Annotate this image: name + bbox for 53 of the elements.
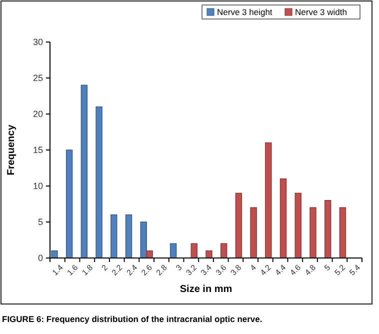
y-tick-label: 25 — [32, 73, 43, 84]
y-tick-label: 15 — [32, 145, 43, 156]
x-tick-label: 2.8 — [154, 262, 170, 278]
bar — [140, 222, 147, 258]
y-axis-title: Frequency — [6, 124, 17, 176]
x-tick-label: 3.8 — [228, 262, 244, 278]
x-tick-label: 3 — [174, 262, 184, 273]
bar — [110, 214, 118, 258]
x-tick-label: 4.4 — [273, 262, 288, 278]
legend-label: Nerve 3 width — [295, 6, 348, 17]
bar — [80, 84, 88, 258]
legend-label: Nerve 3 height — [217, 6, 273, 17]
y-tick-label: 5 — [38, 217, 43, 228]
x-tick-label: 5.2 — [332, 262, 348, 278]
bar — [51, 250, 58, 258]
x-tick-label: 3.6 — [214, 262, 229, 278]
bar — [280, 178, 287, 258]
y-tick-label: 0 — [38, 253, 43, 264]
bar — [294, 192, 302, 258]
bar — [96, 106, 102, 258]
bar — [265, 142, 272, 258]
caption: FIGURE 6: Frequency distribution of the intracranial optic nerve. — [2, 314, 262, 324]
x-tick-label: 3.2 — [184, 262, 199, 278]
bar — [250, 207, 257, 258]
bar — [235, 192, 242, 258]
y-tick-label: 30 — [32, 37, 43, 48]
bar — [206, 250, 212, 258]
x-tick-label: 3.4 — [199, 262, 214, 278]
bar — [170, 243, 177, 258]
x-tick-label: 1.4 — [50, 262, 66, 278]
bar — [125, 214, 132, 258]
x-tick-label: 2.2 — [110, 262, 125, 278]
x-tick-label: 2 — [100, 262, 110, 273]
bar — [310, 207, 316, 258]
bar — [66, 150, 73, 258]
x-tick-label: 4 — [248, 262, 258, 273]
bar — [220, 243, 228, 258]
x-tick-label: 1.6 — [65, 262, 80, 278]
x-tick-label: 4.8 — [303, 262, 318, 278]
x-tick-label: 5.4 — [348, 262, 362, 278]
x-tick-label: 2.4 — [124, 262, 140, 278]
x-tick-label: 4.2 — [258, 262, 274, 278]
x-tick-label: 5 — [322, 262, 333, 273]
x-tick-label: 4.6 — [288, 262, 303, 278]
bar — [324, 200, 332, 258]
bar — [190, 243, 198, 258]
y-tick-label: 10 — [32, 181, 43, 192]
x-tick-label: 2.6 — [140, 262, 154, 278]
x-tick-label: 1.8 — [80, 262, 95, 278]
bar — [339, 207, 346, 258]
y-tick-label: 20 — [32, 109, 43, 120]
bar — [146, 250, 153, 258]
x-axis-title: Size in mm — [180, 284, 232, 295]
